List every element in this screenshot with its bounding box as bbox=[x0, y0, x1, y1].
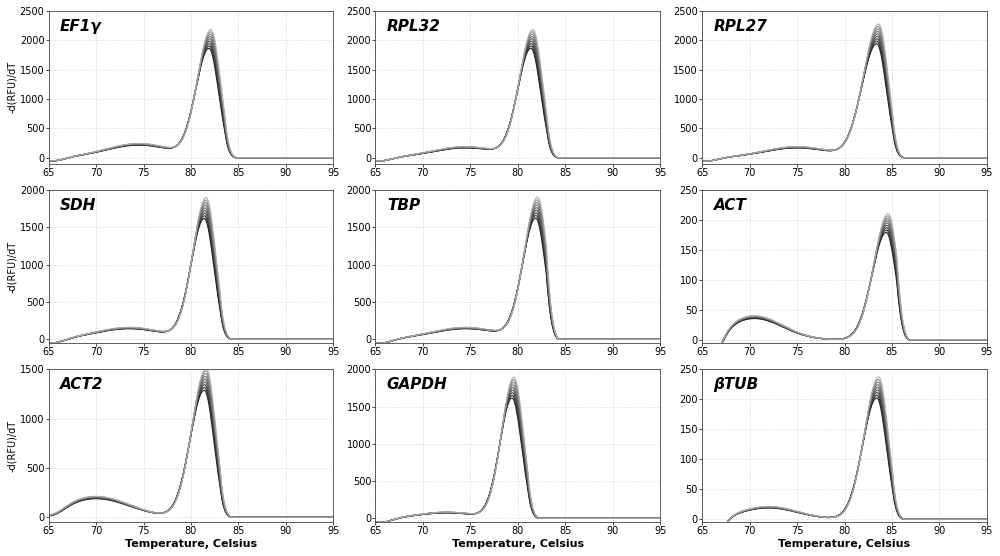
Text: RPL27: RPL27 bbox=[714, 18, 767, 33]
X-axis label: Temperature, Celsius: Temperature, Celsius bbox=[452, 539, 584, 549]
Text: EF1γ: EF1γ bbox=[60, 18, 102, 33]
X-axis label: Temperature, Celsius: Temperature, Celsius bbox=[125, 539, 257, 549]
Y-axis label: -d(RFU)/dT: -d(RFU)/dT bbox=[7, 61, 17, 113]
Text: RPL32: RPL32 bbox=[387, 18, 441, 33]
Text: TBP: TBP bbox=[387, 198, 420, 213]
Text: βTUB: βTUB bbox=[714, 377, 759, 392]
Text: ACT2: ACT2 bbox=[60, 377, 104, 392]
Y-axis label: -d(RFU)/dT: -d(RFU)/dT bbox=[7, 420, 17, 472]
Y-axis label: -d(RFU)/dT: -d(RFU)/dT bbox=[7, 240, 17, 292]
Text: SDH: SDH bbox=[60, 198, 96, 213]
Text: ACT: ACT bbox=[714, 198, 746, 213]
X-axis label: Temperature, Celsius: Temperature, Celsius bbox=[778, 539, 911, 549]
Text: GAPDH: GAPDH bbox=[387, 377, 448, 392]
